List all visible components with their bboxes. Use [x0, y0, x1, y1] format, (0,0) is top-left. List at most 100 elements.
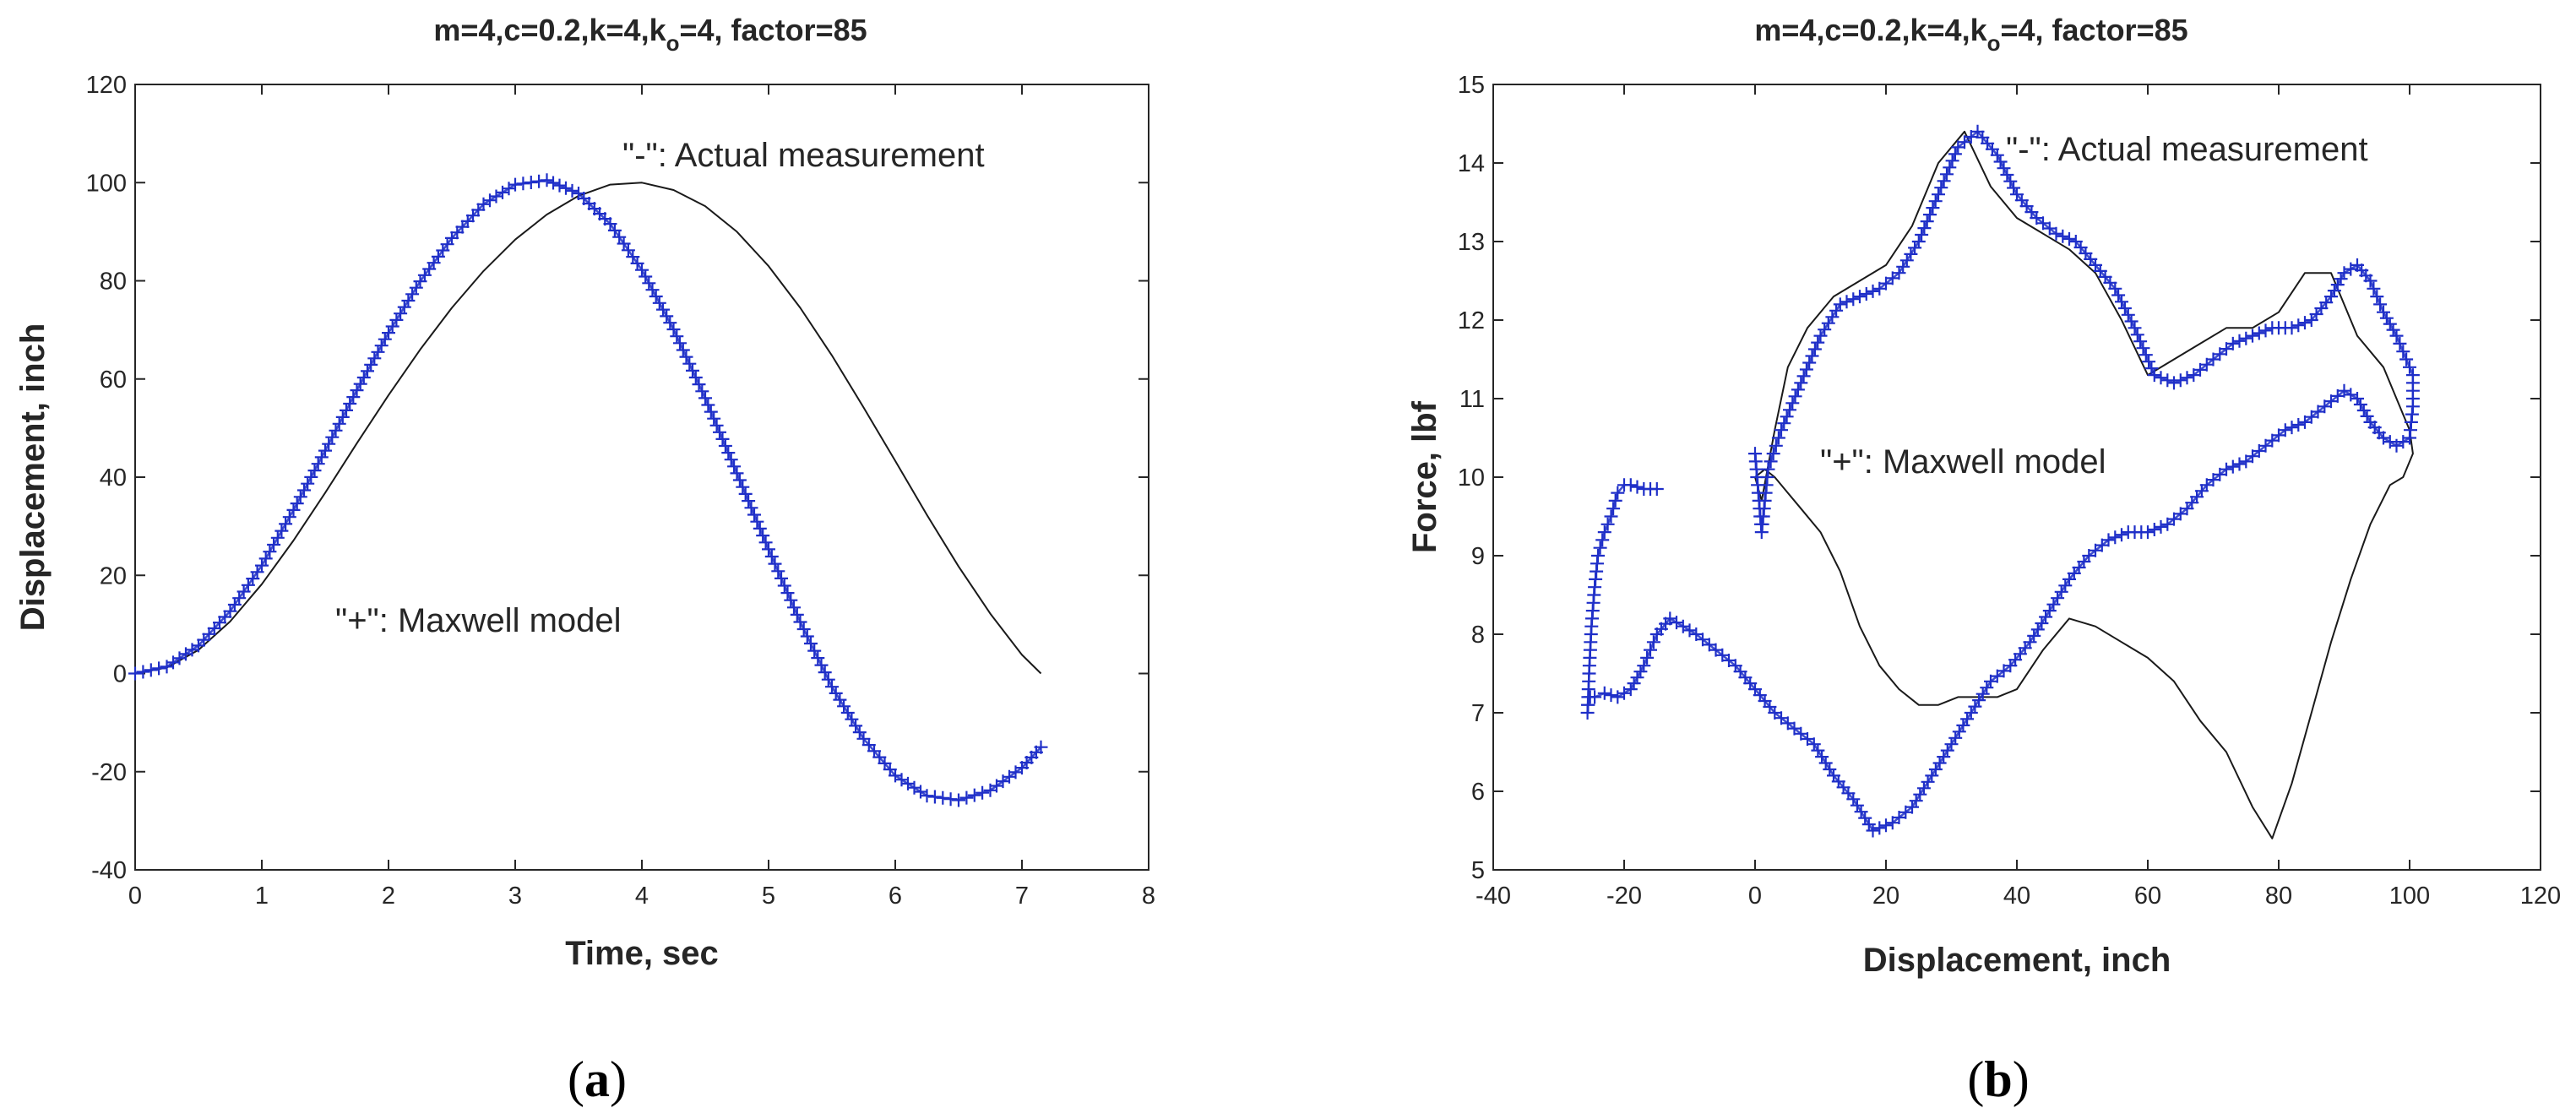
chart-a-model-point [793, 615, 807, 629]
chart-b-ytick-label: 8 [1471, 622, 1485, 649]
chart-b-model-point [2117, 301, 2132, 315]
chart-b-model-point [2298, 316, 2312, 330]
chart-b-model-point [2337, 266, 2351, 280]
chart-b-model-point [2353, 398, 2367, 411]
chart-b-model-point [1799, 362, 1813, 377]
chart-b-ytick-label: 11 [1459, 386, 1485, 413]
chart-a-ytick-label: -40 [91, 857, 127, 884]
chart-b-model-point [2068, 235, 2083, 248]
chart-b-model-point [2167, 376, 2181, 390]
chart-a-model-point [635, 263, 649, 277]
chart-b-xtick-label: 40 [2003, 883, 2030, 910]
chart-b-series [1580, 124, 2420, 839]
chart-a-model-point [713, 425, 726, 439]
chart-b-ylabel: Force, lbf [1406, 400, 1443, 553]
chart-a-ticks: 0 1 2 3 4 5 6 7 8 -40 -20 0 20 40 60 80 100 120 [86, 72, 1155, 910]
chart-b-model-point [2062, 231, 2076, 246]
chart-a-model-point [559, 181, 573, 195]
chart-b-ytick-label: 9 [1471, 543, 1485, 570]
chart-a-model-point [255, 558, 269, 573]
chart-b-model-point [1813, 329, 1828, 343]
chart-b-model-point [2154, 371, 2168, 385]
chart-b-xtick-label: 20 [1872, 883, 1899, 910]
chart-b-xtick-label: -20 [1606, 883, 1642, 910]
chart-a-model-point [290, 497, 304, 511]
chart-b-xlabel: Displacement, inch [1863, 942, 2171, 979]
chart-a-model-point [128, 666, 142, 681]
chart-b-model-point [2160, 373, 2175, 388]
chart-a-model-point [152, 661, 166, 676]
chart-b-model-point [1785, 396, 1800, 410]
chart-a-model-point [318, 443, 332, 458]
chart-b-model-point [1777, 416, 1791, 431]
chart-b-model-point [2003, 174, 2018, 188]
chart-a-model-point [508, 177, 522, 192]
chart-a-model-point [920, 789, 934, 803]
chart-b-model-point [1948, 147, 1962, 161]
chart-b-model-point [1923, 208, 1937, 222]
chart-b-model-point [2360, 409, 2374, 423]
chart-a-model-point [136, 665, 150, 679]
chart-b-model-point [2225, 459, 2240, 474]
chart-b-model-point [2147, 523, 2161, 536]
chart-a-model-point [686, 363, 699, 378]
chart-a-model-point [332, 416, 346, 431]
chart-a-ytick-label: 40 [100, 464, 127, 492]
chart-b-plot-area [1492, 84, 2541, 871]
chart-a-model-point [758, 535, 773, 550]
chart-b-model-point [2232, 457, 2247, 471]
chart-b-model-point [2136, 341, 2150, 356]
chart-a-model-point [304, 470, 318, 484]
chart-a-model-point [346, 390, 361, 405]
chart-a-model-point [652, 296, 666, 310]
chart-a-annotation-measurement: "-": Actual measurement [622, 137, 985, 174]
chart-a-model-point [670, 329, 684, 344]
chart-a-title: m=4,c=0.2,k=4,ko=4, factor=85 [433, 13, 867, 56]
chart-a-model-point [780, 586, 795, 600]
chart-a-ytick-label: 60 [100, 367, 127, 394]
chart-a-model-point [952, 793, 965, 807]
chart-b-model-point [1633, 665, 1648, 679]
chart-a-model-point [676, 343, 690, 357]
chart-a-model-point [701, 398, 715, 412]
chart-b-model-point [2403, 360, 2416, 374]
chart-b-model-point [2007, 181, 2021, 195]
chart-b-model-point [2405, 368, 2420, 383]
chart-b-model-point [1783, 403, 1796, 417]
chart-a-ytick-label: 80 [100, 269, 127, 296]
chart-b-model-point [1630, 671, 1644, 685]
chart-b-model-point [2173, 373, 2187, 388]
chart-a-model-point [361, 364, 374, 378]
chart-b-ytick-label: 15 [1458, 72, 1485, 99]
chart-b-model-point [1623, 682, 1638, 697]
chart-b-model-point [1866, 284, 1880, 298]
chart-b-model-point [2180, 371, 2194, 385]
chart-b-model-point [1617, 478, 1631, 492]
chart-b-model-point [1780, 410, 1794, 424]
chart-b-model-point [1774, 423, 1788, 437]
chart-a-xtick-label: 3 [508, 883, 522, 910]
panel-label-b: (b) [1967, 1051, 2029, 1107]
chart-b-model-point [2285, 421, 2299, 435]
chart-b-model-point [2000, 168, 2014, 182]
chart-b-xtick-label: 60 [2134, 883, 2161, 910]
chart-a-model-point [565, 183, 579, 198]
chart-b-model-point [1920, 215, 1934, 229]
chart-b-model-point [2108, 530, 2122, 545]
chart-a-model-point [286, 502, 301, 517]
chart-panel-a: m=4,c=0.2,k=4,ko=4, factor=85 0 1 2 3 4 5 6 7 8 -… [14, 13, 1155, 1107]
chart-b-model-point [1796, 369, 1811, 383]
chart-a-model-point [959, 790, 974, 805]
chart-a-model-point [371, 345, 385, 359]
chart-a-ytick-label: 0 [113, 661, 127, 688]
chart-a-model-point [267, 538, 281, 551]
chart-b-model-point [1595, 533, 1610, 547]
chart-a-model-point [663, 316, 677, 330]
chart-b-model-point [1637, 659, 1651, 673]
chart-b-model-point [1791, 383, 1805, 397]
chart-b-model-point [2239, 331, 2253, 345]
chart-a-model-point [727, 459, 742, 474]
chart-a-model-point [807, 644, 822, 658]
chart-b-series-model [1580, 124, 2420, 838]
chart-a-model-point [552, 178, 567, 193]
